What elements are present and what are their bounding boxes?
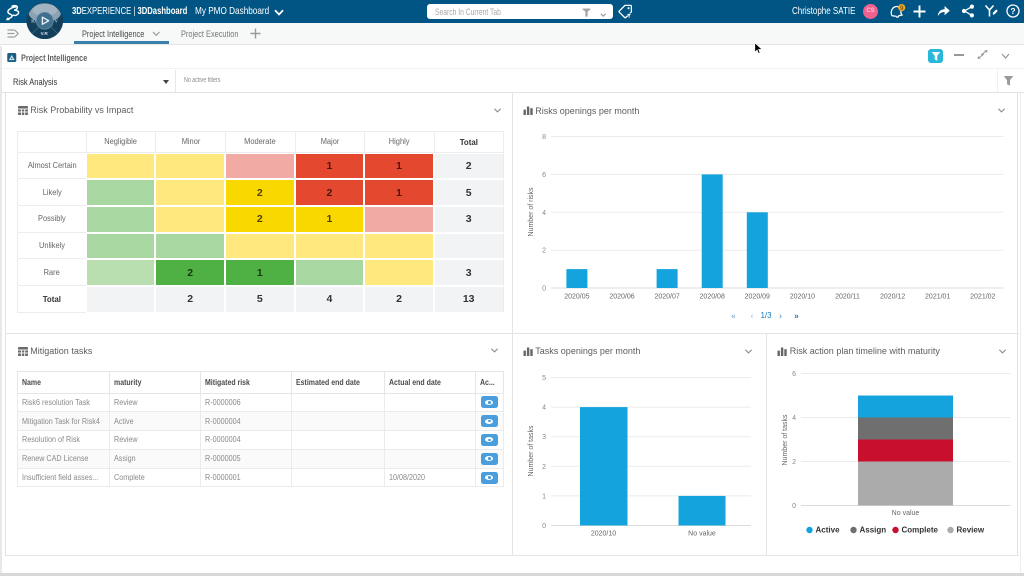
svg-text:0: 0 <box>792 503 796 510</box>
svg-text:2020/12: 2020/12 <box>879 294 904 301</box>
svg-text:V.R: V.R <box>40 31 48 36</box>
svg-text:No value: No value <box>688 531 716 538</box>
svg-text:?: ? <box>1010 6 1015 16</box>
svg-text:2: 2 <box>542 248 546 255</box>
svg-text:2020/08: 2020/08 <box>699 294 724 301</box>
svg-text:Review: Review <box>957 526 985 535</box>
svg-text:2020/06: 2020/06 <box>609 294 634 301</box>
svg-text:Active: Active <box>816 526 841 535</box>
svg-text:Number of tasks: Number of tasks <box>528 425 535 476</box>
svg-text:1/3: 1/3 <box>760 311 772 320</box>
svg-text:Number of tasks: Number of tasks <box>782 414 789 465</box>
svg-text:4: 4 <box>542 405 546 412</box>
svg-text:No value: No value <box>892 510 920 517</box>
svg-text:2: 2 <box>792 459 796 466</box>
svg-text:Complete: Complete <box>902 526 939 535</box>
svg-text:6: 6 <box>792 371 796 378</box>
svg-text:‹: ‹ <box>750 312 753 321</box>
svg-text:2020/11: 2020/11 <box>835 294 860 301</box>
svg-text:5: 5 <box>542 375 546 382</box>
svg-text:»: » <box>794 312 799 321</box>
svg-text:2020/05: 2020/05 <box>564 294 589 301</box>
svg-text:1: 1 <box>542 493 546 500</box>
svg-text:›: › <box>779 312 782 321</box>
svg-text:8: 8 <box>542 134 546 141</box>
svg-text:3D: 3D <box>30 18 35 23</box>
svg-text:2020/07: 2020/07 <box>654 294 679 301</box>
svg-text:Number of risks: Number of risks <box>528 187 535 237</box>
svg-text:2021/02: 2021/02 <box>970 294 995 301</box>
svg-text:4: 4 <box>542 210 546 217</box>
svg-text:0: 0 <box>542 286 546 293</box>
svg-text:4: 4 <box>792 415 796 422</box>
svg-text:«: « <box>731 312 736 321</box>
svg-text:Assign: Assign <box>860 526 887 535</box>
svg-text:2020/09: 2020/09 <box>744 294 769 301</box>
svg-text:0: 0 <box>542 523 546 530</box>
svg-text:2021/01: 2021/01 <box>925 294 950 301</box>
svg-text:3: 3 <box>542 434 546 441</box>
svg-text:2020/10: 2020/10 <box>789 294 814 301</box>
svg-text:6: 6 <box>542 172 546 179</box>
svg-text:9: 9 <box>900 5 904 12</box>
svg-text:2: 2 <box>542 464 546 471</box>
svg-text:V: V <box>54 18 57 23</box>
svg-text:2020/10: 2020/10 <box>590 531 615 538</box>
